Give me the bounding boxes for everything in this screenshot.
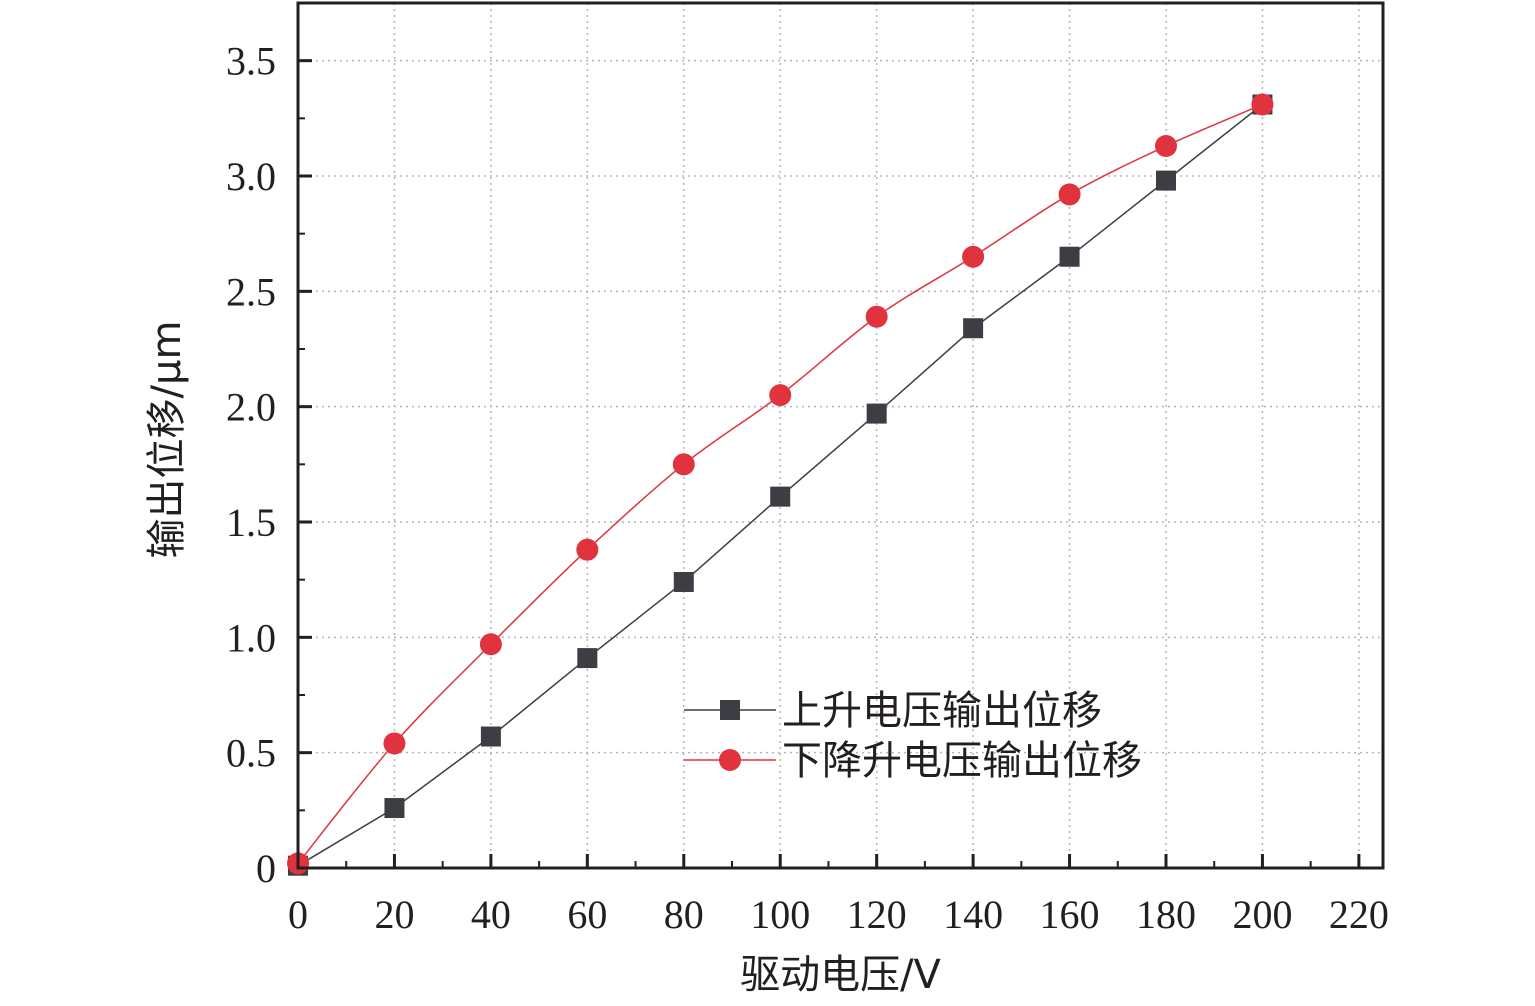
x-tick-label: 0	[288, 892, 308, 937]
x-tick-label: 20	[374, 892, 414, 937]
legend-marker-square	[720, 700, 740, 720]
y-axis-title: 输出位移/μm	[144, 321, 190, 559]
data-point-square	[866, 403, 887, 424]
data-point-circle	[769, 384, 792, 407]
data-point-circle	[1058, 183, 1081, 206]
y-tick-label: 0.5	[226, 731, 276, 776]
data-point-square	[1156, 170, 1176, 191]
legend-label-falling: 下降升电压输出位移	[782, 738, 1142, 784]
y-tick-label: 3.0	[226, 154, 276, 199]
data-point-square	[673, 571, 694, 592]
x-tick-label: 80	[664, 892, 704, 937]
data-point-square	[480, 726, 501, 747]
legend-item-rising: 上升电压输出位移	[684, 688, 1102, 734]
data-point-circle	[865, 305, 888, 328]
data-point-circle	[479, 633, 502, 656]
data-point-circle	[962, 245, 985, 268]
series-markers	[287, 93, 1274, 876]
x-tick-label: 120	[847, 892, 907, 937]
x-tick-label: 140	[943, 892, 1003, 937]
y-tick-label: 0	[256, 846, 276, 891]
data-point-square	[384, 798, 405, 819]
x-tick-label: 180	[1136, 892, 1196, 937]
data-point-circle	[1251, 93, 1274, 116]
data-point-circle	[1155, 135, 1177, 158]
x-tick-label: 160	[1040, 892, 1100, 937]
x-tick-label: 40	[471, 892, 511, 937]
data-point-square	[770, 486, 791, 507]
y-tick-label: 3.5	[226, 39, 276, 84]
tick-labels: 0 20 40 60 80 100 120 140 160 180 200 220 0 0.5 1.0 1.5…	[226, 39, 1389, 937]
y-tick-label: 2.5	[226, 269, 276, 314]
data-point-square	[577, 648, 598, 669]
legend-item-falling: 下降升电压输出位移	[684, 738, 1142, 784]
x-tick-label: 200	[1232, 892, 1292, 937]
data-point-circle	[383, 732, 406, 755]
data-point-square	[1059, 246, 1080, 267]
legend-marker-circle	[719, 749, 741, 771]
data-point-square	[963, 318, 984, 339]
y-tick-label: 2.0	[226, 385, 276, 430]
data-point-circle	[672, 453, 695, 476]
ticks	[296, 59, 1361, 870]
y-tick-label: 1.0	[226, 615, 276, 660]
plot-frame	[296, 1, 1385, 870]
x-axis-title: 驱动电压/V	[740, 952, 941, 998]
legend-label-rising: 上升电压输出位移	[782, 688, 1102, 734]
x-tick-label: 60	[567, 892, 607, 937]
legend: 上升电压输出位移 下降升电压输出位移	[684, 688, 1142, 784]
x-tick-label: 220	[1329, 892, 1389, 937]
x-tick-label: 100	[750, 892, 810, 937]
data-point-circle	[576, 538, 599, 561]
y-tick-label: 1.5	[226, 500, 276, 545]
